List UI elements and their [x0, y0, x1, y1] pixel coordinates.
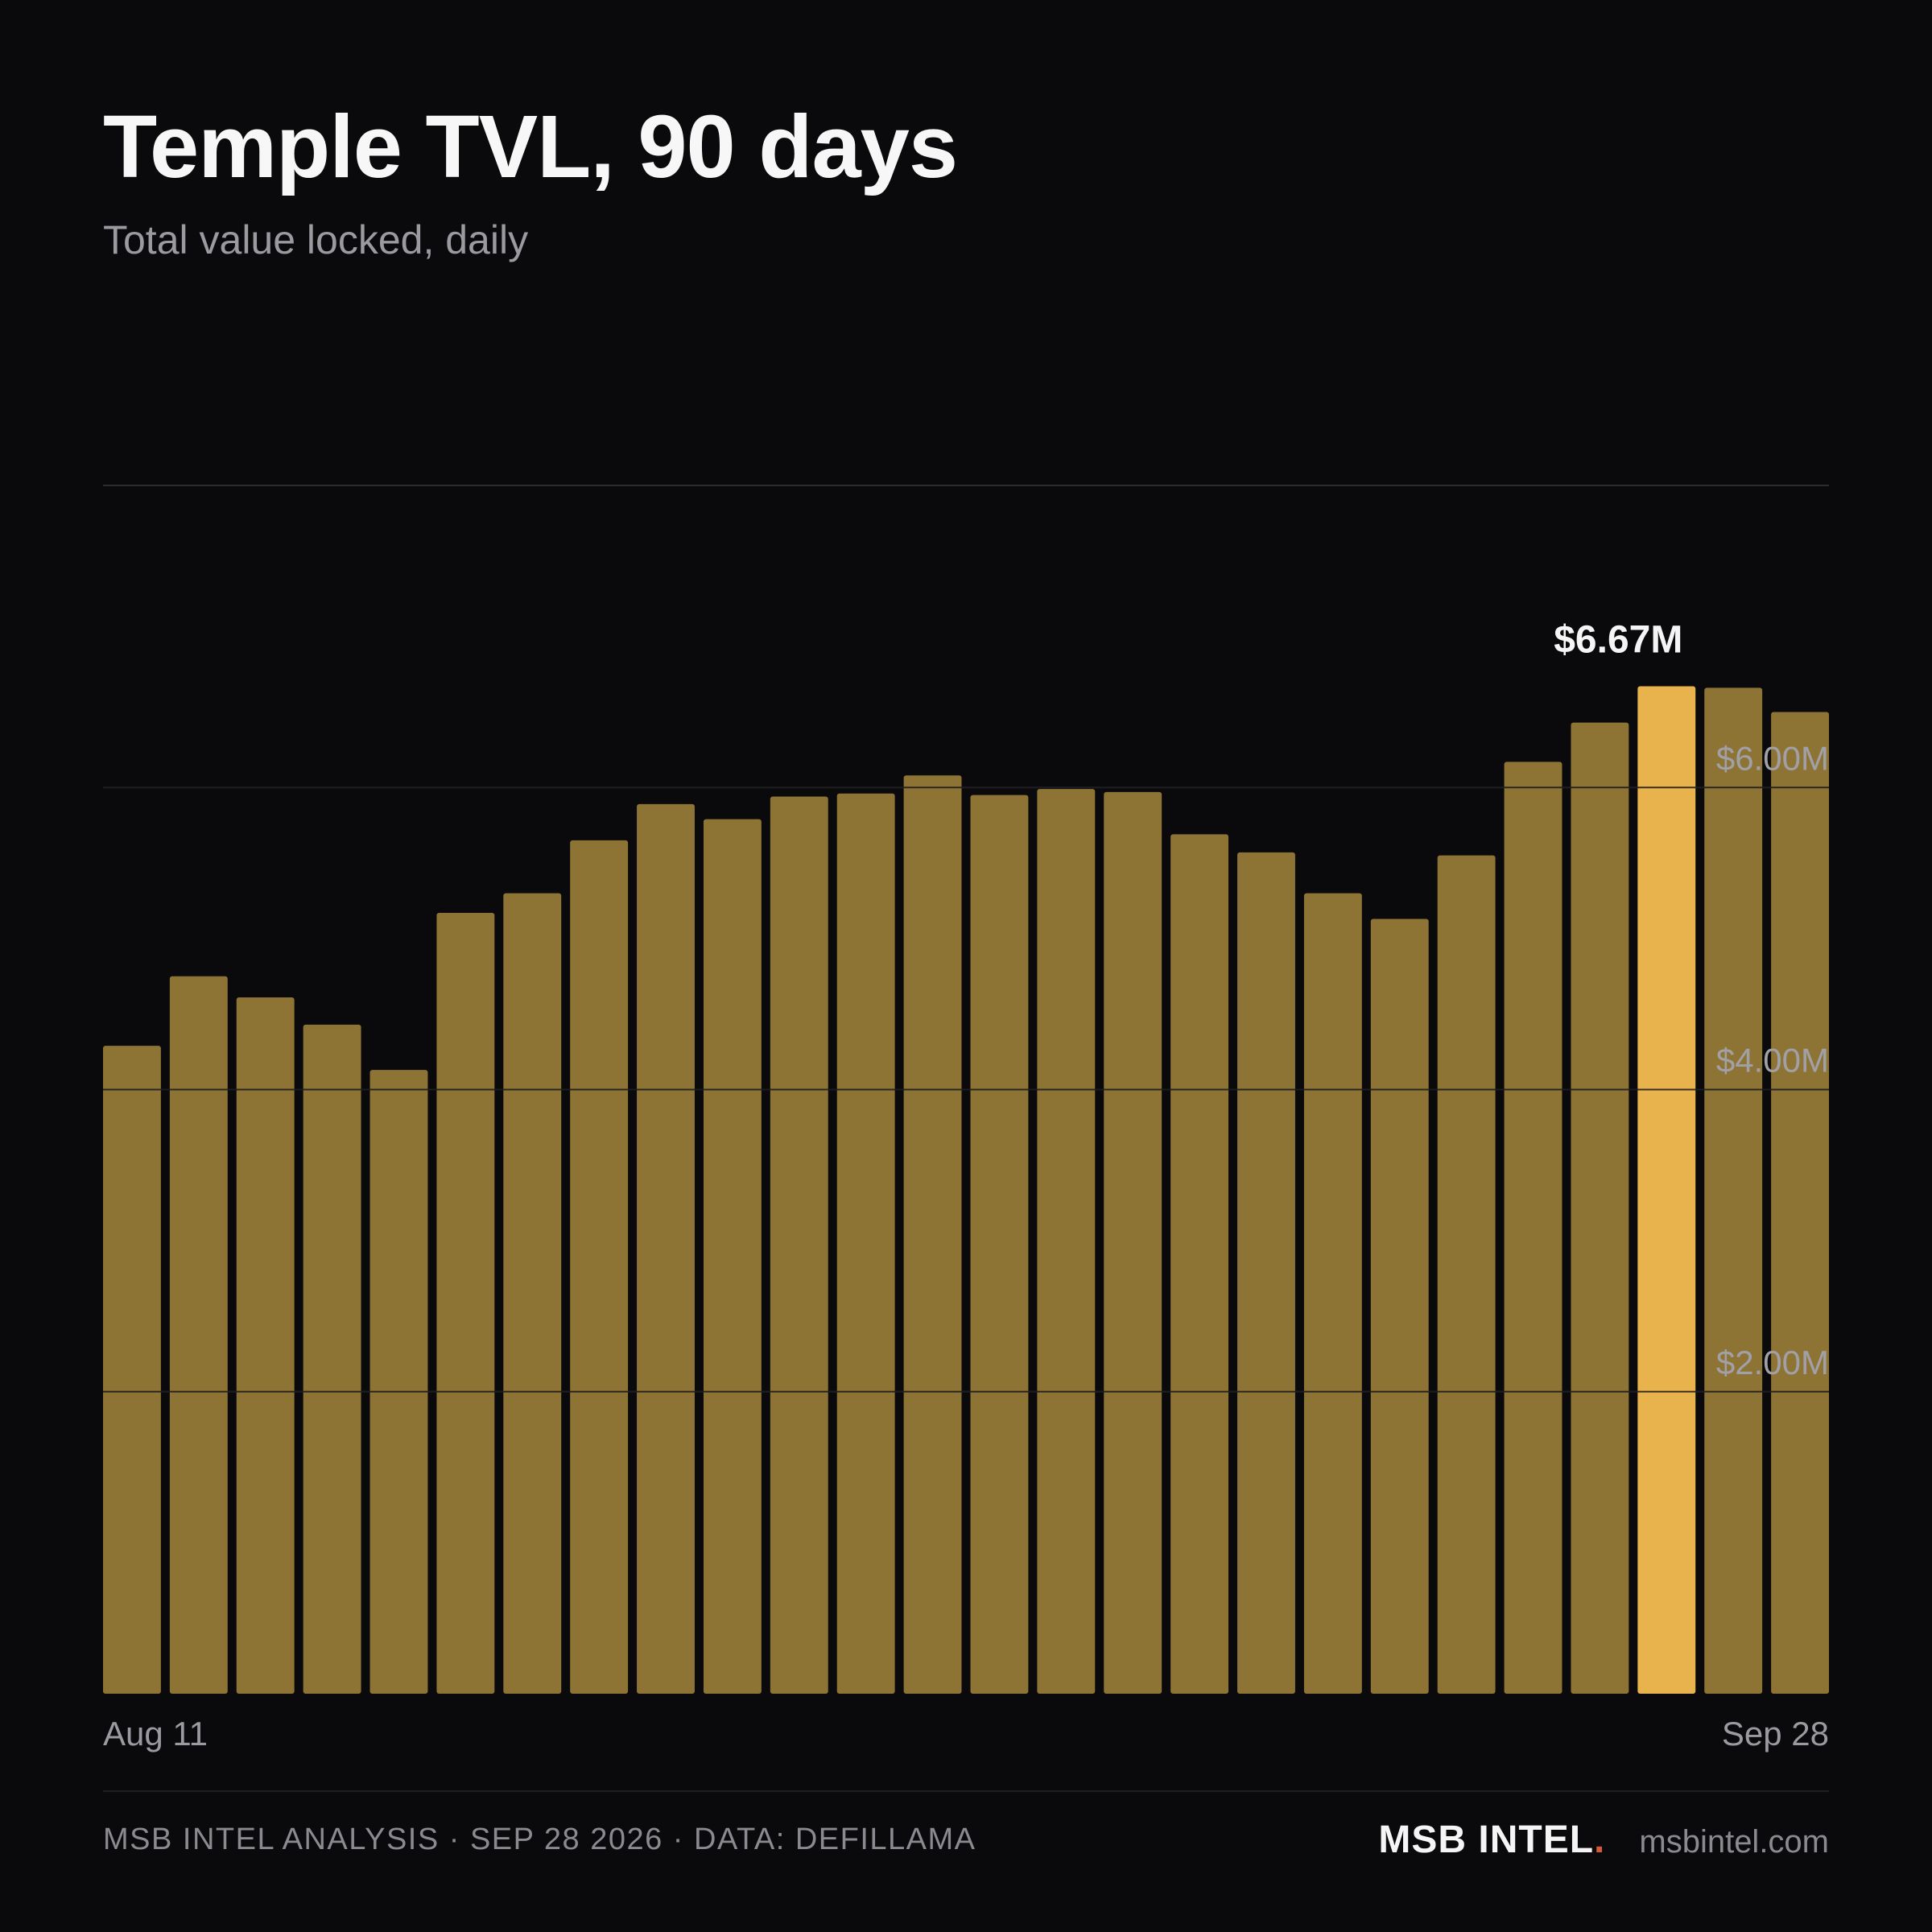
- bar-21: [1504, 762, 1563, 1694]
- bar-22: [1571, 722, 1629, 1694]
- bar-4: [369, 1070, 428, 1694]
- bar-20: [1437, 855, 1496, 1694]
- bar-11: [836, 793, 895, 1694]
- footer-source: MSB INTEL ANALYSIS · SEP 28 2026 · DATA:…: [103, 1823, 976, 1856]
- bar-highlight: [1637, 686, 1696, 1694]
- bar-16: [1170, 834, 1229, 1694]
- bar-6: [503, 893, 562, 1694]
- data-labels: $6.67M: [1554, 619, 1682, 662]
- y-tick-label-2: $6.00M: [1716, 739, 1829, 777]
- bar-8: [637, 803, 695, 1695]
- footer-divider: [103, 1790, 1829, 1792]
- bar-17: [1237, 852, 1295, 1694]
- brand-dot: .: [1594, 1818, 1606, 1861]
- bar-2: [236, 997, 295, 1694]
- y-tick-label-1: $4.00M: [1716, 1042, 1829, 1080]
- bar-1: [169, 976, 228, 1694]
- highlight-value-label: $6.67M: [1554, 619, 1682, 662]
- bar-13: [970, 795, 1029, 1694]
- y-tick-labels: $2.00M $4.00M $6.00M: [1716, 739, 1829, 1381]
- bar-15: [1104, 791, 1162, 1695]
- site-link[interactable]: msbintel.com: [1639, 1824, 1829, 1860]
- bars: [103, 686, 1829, 1695]
- bar-14: [1037, 789, 1096, 1694]
- y-tick-label-0: $2.00M: [1716, 1344, 1829, 1381]
- bar-10: [770, 796, 828, 1694]
- bar-12: [903, 775, 962, 1694]
- footer-brand-block: MSB INTEL. msbintel.com: [1378, 1818, 1829, 1862]
- bar-3: [303, 1024, 361, 1694]
- bar-24: [1704, 687, 1763, 1694]
- tvl-bar-chart: $2.00M $4.00M $6.00M $6.67M Aug 11 Sep 28: [103, 485, 1829, 1752]
- bar-19: [1370, 919, 1429, 1694]
- chart-title: Temple TVL, 90 days: [103, 97, 958, 196]
- bar-25: [1771, 712, 1829, 1694]
- bar-5: [436, 912, 495, 1694]
- chart-subtitle: Total value locked, daily: [103, 217, 529, 262]
- bar-9: [703, 819, 762, 1694]
- bar-0: [103, 1046, 161, 1694]
- x-label-start: Aug 11: [103, 1715, 208, 1752]
- bar-7: [570, 840, 629, 1694]
- x-label-end: Sep 28: [1722, 1715, 1829, 1752]
- x-axis-labels: Aug 11 Sep 28: [103, 1715, 1829, 1752]
- brand-name: MSB INTEL: [1378, 1818, 1595, 1861]
- brand-logo: MSB INTEL.: [1378, 1818, 1605, 1862]
- gridlines-overlay: [103, 786, 1829, 1393]
- bar-18: [1303, 893, 1362, 1694]
